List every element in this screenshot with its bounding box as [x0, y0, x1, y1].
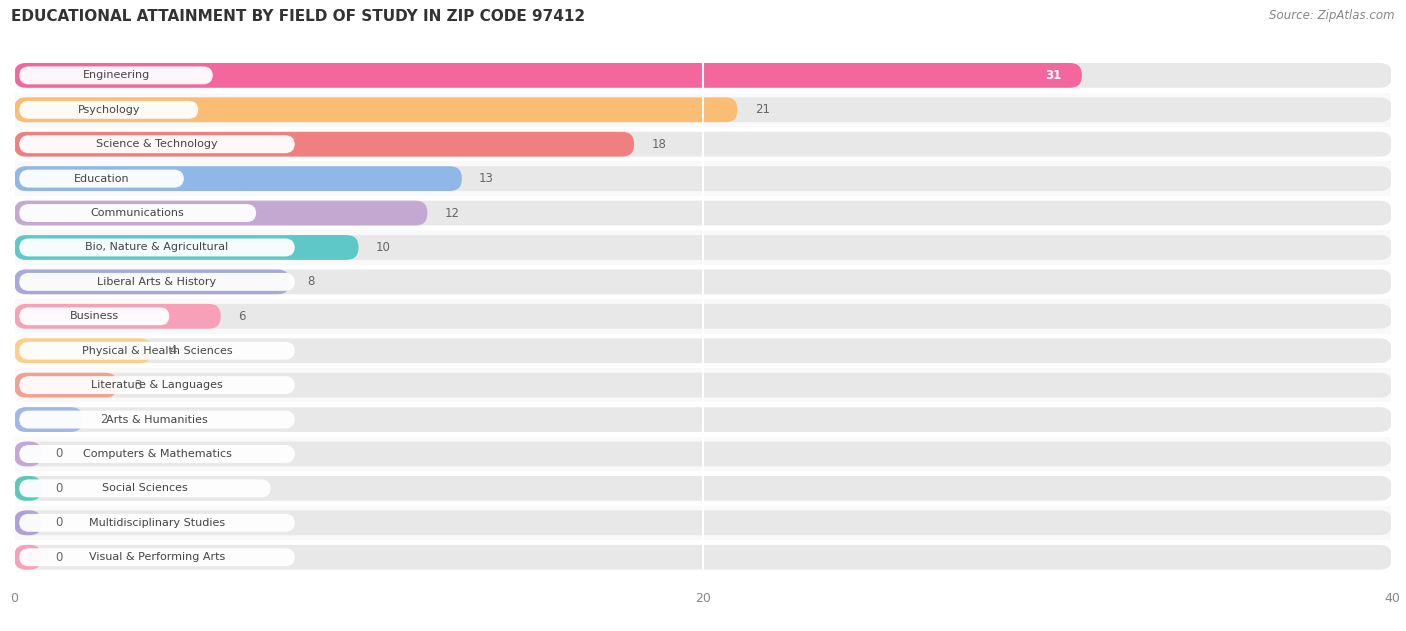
FancyBboxPatch shape	[14, 63, 1083, 88]
Text: Social Sciences: Social Sciences	[103, 483, 188, 493]
FancyBboxPatch shape	[14, 93, 1392, 127]
Text: 10: 10	[375, 241, 391, 254]
FancyBboxPatch shape	[14, 442, 1392, 466]
FancyBboxPatch shape	[14, 471, 1392, 505]
Text: Physical & Health Sciences: Physical & Health Sciences	[82, 346, 232, 356]
Text: Psychology: Psychology	[77, 105, 141, 115]
Text: EDUCATIONAL ATTAINMENT BY FIELD OF STUDY IN ZIP CODE 97412: EDUCATIONAL ATTAINMENT BY FIELD OF STUDY…	[11, 9, 585, 25]
FancyBboxPatch shape	[20, 376, 295, 394]
Text: Literature & Languages: Literature & Languages	[91, 380, 224, 390]
FancyBboxPatch shape	[14, 97, 738, 122]
FancyBboxPatch shape	[14, 58, 1392, 93]
FancyBboxPatch shape	[14, 368, 1392, 403]
FancyBboxPatch shape	[20, 480, 271, 497]
FancyBboxPatch shape	[14, 132, 1392, 156]
FancyBboxPatch shape	[20, 514, 295, 532]
Text: 0: 0	[55, 482, 63, 495]
FancyBboxPatch shape	[14, 505, 1392, 540]
FancyBboxPatch shape	[14, 127, 1392, 162]
FancyBboxPatch shape	[14, 545, 42, 570]
FancyBboxPatch shape	[20, 204, 256, 222]
Text: 0: 0	[55, 551, 63, 563]
FancyBboxPatch shape	[14, 373, 118, 398]
FancyBboxPatch shape	[14, 269, 290, 294]
Text: 31: 31	[1045, 69, 1062, 82]
Text: Business: Business	[70, 311, 120, 321]
FancyBboxPatch shape	[14, 540, 1392, 574]
Text: Bio, Nature & Agricultural: Bio, Nature & Agricultural	[86, 242, 229, 252]
FancyBboxPatch shape	[14, 264, 1392, 299]
Text: Visual & Performing Arts: Visual & Performing Arts	[89, 552, 225, 562]
Text: 0: 0	[55, 447, 63, 461]
FancyBboxPatch shape	[14, 269, 1392, 294]
FancyBboxPatch shape	[14, 334, 1392, 368]
FancyBboxPatch shape	[20, 273, 295, 291]
Text: Liberal Arts & History: Liberal Arts & History	[97, 277, 217, 287]
Text: 6: 6	[238, 310, 246, 323]
FancyBboxPatch shape	[14, 230, 1392, 264]
FancyBboxPatch shape	[14, 63, 1392, 88]
FancyBboxPatch shape	[14, 132, 634, 156]
FancyBboxPatch shape	[20, 135, 295, 153]
Text: 0: 0	[55, 516, 63, 529]
FancyBboxPatch shape	[14, 338, 152, 363]
Text: 21: 21	[755, 103, 769, 116]
FancyBboxPatch shape	[14, 407, 83, 432]
Text: Computers & Mathematics: Computers & Mathematics	[83, 449, 232, 459]
Text: Source: ZipAtlas.com: Source: ZipAtlas.com	[1270, 9, 1395, 23]
FancyBboxPatch shape	[20, 307, 169, 325]
FancyBboxPatch shape	[14, 442, 42, 466]
FancyBboxPatch shape	[14, 196, 1392, 230]
FancyBboxPatch shape	[20, 170, 184, 187]
Text: Science & Technology: Science & Technology	[96, 139, 218, 149]
FancyBboxPatch shape	[14, 437, 1392, 471]
FancyBboxPatch shape	[20, 411, 295, 428]
Text: 3: 3	[135, 379, 142, 392]
FancyBboxPatch shape	[14, 545, 1392, 570]
FancyBboxPatch shape	[14, 235, 359, 260]
Text: Education: Education	[73, 174, 129, 184]
FancyBboxPatch shape	[14, 235, 1392, 260]
FancyBboxPatch shape	[14, 166, 463, 191]
FancyBboxPatch shape	[20, 342, 295, 360]
FancyBboxPatch shape	[14, 162, 1392, 196]
FancyBboxPatch shape	[14, 510, 42, 535]
FancyBboxPatch shape	[20, 239, 295, 256]
FancyBboxPatch shape	[14, 373, 1392, 398]
FancyBboxPatch shape	[14, 97, 1392, 122]
FancyBboxPatch shape	[14, 407, 1392, 432]
Text: 12: 12	[444, 206, 460, 220]
FancyBboxPatch shape	[14, 166, 1392, 191]
FancyBboxPatch shape	[14, 201, 427, 225]
Text: Communications: Communications	[91, 208, 184, 218]
Text: Engineering: Engineering	[83, 71, 149, 80]
Text: 4: 4	[169, 345, 177, 357]
FancyBboxPatch shape	[14, 403, 1392, 437]
FancyBboxPatch shape	[14, 476, 1392, 501]
FancyBboxPatch shape	[14, 510, 1392, 535]
Text: 2: 2	[100, 413, 108, 426]
Text: 18: 18	[651, 138, 666, 151]
Text: 8: 8	[307, 275, 314, 288]
FancyBboxPatch shape	[14, 304, 221, 329]
FancyBboxPatch shape	[14, 476, 42, 501]
Text: 13: 13	[479, 172, 494, 185]
Text: Multidisciplinary Studies: Multidisciplinary Studies	[89, 518, 225, 528]
Text: Arts & Humanities: Arts & Humanities	[105, 415, 208, 425]
FancyBboxPatch shape	[20, 101, 198, 119]
FancyBboxPatch shape	[14, 299, 1392, 334]
FancyBboxPatch shape	[14, 304, 1392, 329]
FancyBboxPatch shape	[20, 445, 295, 463]
FancyBboxPatch shape	[14, 201, 1392, 225]
FancyBboxPatch shape	[20, 548, 295, 566]
FancyBboxPatch shape	[20, 66, 212, 85]
FancyBboxPatch shape	[14, 338, 1392, 363]
